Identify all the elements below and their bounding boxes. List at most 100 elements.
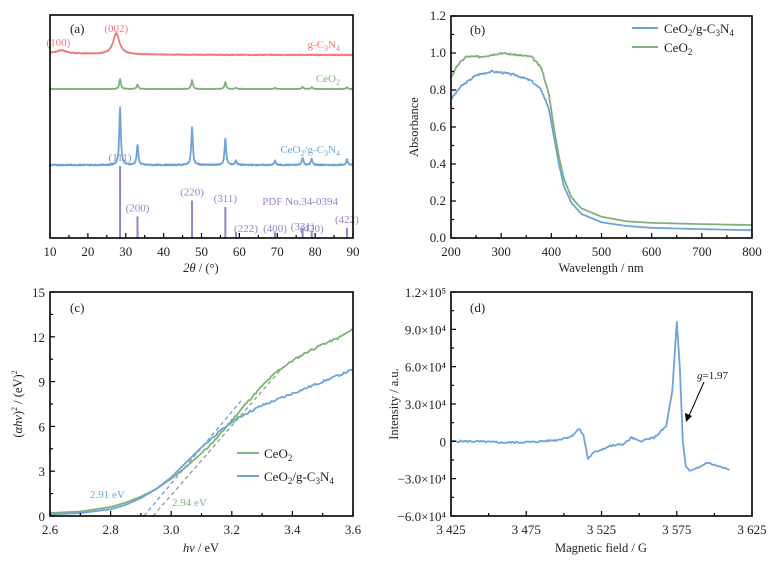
hkl-label: (200) [126,202,150,214]
g-factor-arrow-line [687,381,705,419]
x-tick-label: 3 625 [737,522,766,537]
absorbance-curve-CeO2 [450,51,753,226]
legend-label-composite: CeO2/g-C3N4 [264,469,334,486]
y-tick-label: 0.2 [430,193,446,208]
y-tick-label: 6 [39,419,46,434]
panel-b-label: (b) [470,22,485,37]
hkl-label: (311) [214,193,238,205]
x-tick-label: 30 [119,244,132,259]
y-tick-label: 0.0 [430,230,446,245]
y-tick-label: 1.0 [430,45,446,60]
x-tick-label: 3 425 [436,522,465,537]
panel-b-ylabel: Absorbance [407,97,421,157]
panel-b-frame [450,15,753,239]
x-tick-label: 3 475 [512,522,541,537]
y-tick-label: 9.0×10⁴ [405,322,447,337]
x-tick-label: 10 [44,244,57,259]
y-tick-label: 12 [32,330,45,345]
panel-a-marks: g-C3N4 CeO2 CeO2/g-C3N4 (100) (002) (111) (200… [46,23,359,238]
panel-c-legend: CeO2 CeO2/g-C3N4 [237,446,334,486]
panel-c-label: (c) [70,300,84,315]
hkl-label: (331) [291,221,315,233]
panel-b-xlabel: Wavelength / nm [558,261,643,275]
x-tick-label: 800 [742,244,762,259]
bandgap-label-ceo2: 2.94 eV [172,497,207,509]
tauc-curve-CeO2/g-C3N4 [49,368,354,516]
x-tick-label: 80 [309,244,322,259]
x-tick-label: 20 [81,244,94,259]
x-tick-label: 600 [642,244,662,259]
g-factor-arrow-head [685,413,692,422]
y-tick-label: 1.2×10⁵ [405,285,446,300]
y-tick-label: 0.4 [430,156,447,171]
panel-a-xticks: 10 20 30 40 50 60 70 80 90 [44,233,360,259]
g-factor-label: g=1.97 [697,370,728,382]
legend-label-ceo2: CeO2 [264,446,292,463]
tauc-curve-CeO2 [49,328,354,514]
y-tick-label: 0.6 [430,119,447,134]
panel-d-xticks: 3 425 3 475 3 525 3 575 3 625 [436,511,767,537]
bandgap-label-composite: 2.91 eV [90,489,125,501]
x-tick-label: 700 [692,244,712,259]
panel-b-marks [450,51,753,232]
hkl-label: (422) [335,214,359,226]
x-tick-label: 50 [195,244,208,259]
panel-c-xticks: 2.6 2.8 3.0 3.2 3.4 3.6 [42,511,362,537]
x-tick-label: 200 [441,244,461,259]
y-tick-label: 3.0×10⁴ [405,397,447,412]
x-tick-label: 500 [592,244,612,259]
x-tick-label: 3 575 [662,522,691,537]
panel-d-ylabel: Intensity / a.u. [387,368,401,440]
x-tick-label: 400 [542,244,562,259]
panel-a-xrd: g-C3N4 CeO2 CeO2/g-C3N4 (100) (002) (111) (200… [44,14,360,275]
panel-d-marks [450,321,730,472]
x-tick-label: 70 [271,244,284,259]
panel-d-xlabel: Magnetic field / G [555,541,647,555]
y-tick-label: 9 [39,375,46,390]
panel-c-ylabel: (αhν)2 / (eV)2 [10,370,25,437]
panel-b-xticks: 200 300 400 500 600 700 800 [441,233,762,259]
xrd-curve-CeO2/g-C3N4 [49,106,354,167]
hkl-label-gcn: (100) [46,37,70,49]
y-tick-label: 1.2 [430,8,446,23]
x-tick-label: 3 525 [587,522,616,537]
panel-a-label: (a) [70,21,84,36]
x-tick-label: 3.0 [163,522,179,537]
hkl-label: (220) [180,187,204,199]
absorbance-curve-CeO2/g-C3N4 [450,69,752,232]
epr-curve [450,321,730,472]
panel-c-yticks: 0 3 6 9 12 15 [32,285,55,524]
x-tick-label: 300 [491,244,511,259]
x-tick-label: 2.6 [42,522,59,537]
panel-d-label: (d) [470,300,485,315]
x-tick-label: 3.2 [224,522,240,537]
panel-b-absorbance: (b) 200 300 400 500 600 700 800 0.00.20.40.60.… [407,8,762,275]
panel-c-xlabel: hν / eV [183,541,219,555]
panel-d-yticks: −6.0×10⁴ −3.0×10⁴ 0 3.0×10⁴ 6.0×10⁴ 9.0×10⁴ 1.… [398,285,456,524]
panel-b-yticks: 0.0 0.2 0.4 0.6 0.8 1.0 1.2 [430,8,456,245]
series-label-composite: CeO2/g-C3N4 [280,144,340,158]
panel-c-marks [49,328,354,517]
pdf-card-label: PDF No.34-0394 [262,196,338,208]
y-tick-label: 15 [32,285,45,300]
x-tick-label: 2.8 [102,522,118,537]
tangent-fit-line [152,366,284,517]
panel-d-frame [450,291,753,517]
y-tick-label: 0 [440,434,447,449]
y-tick-label: −6.0×10⁴ [398,509,447,524]
x-tick-label: 40 [157,244,170,259]
hkl-label: (222) [234,223,258,235]
panel-d-epr: (d) 3 425 3 475 3 525 3 575 3 625 −6.0×10⁴ −3… [387,285,767,555]
y-tick-label: 6.0×10⁴ [405,360,447,375]
legend-label-ceo2: CeO2 [664,40,692,57]
x-tick-label: 90 [347,244,360,259]
hkl-label: (111) [109,152,132,164]
hkl-label: (400) [263,223,287,235]
hkl-label: (420) [300,223,324,235]
xrd-curve-CeO2 [49,78,354,91]
series-label-gcn: g-C3N4 [308,39,340,53]
xrd-curve-g-C3N4 [49,32,354,57]
x-tick-label: 60 [233,244,246,259]
